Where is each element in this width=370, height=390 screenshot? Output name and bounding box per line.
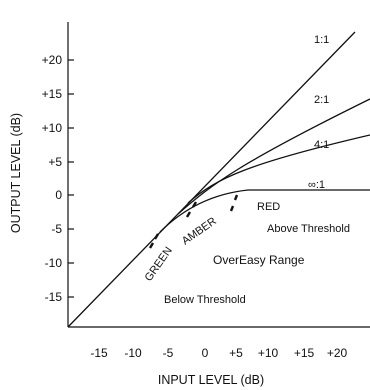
y-tick-label: +10 <box>42 121 63 135</box>
threshold-mark <box>233 194 239 201</box>
curve-1to1 <box>67 31 356 328</box>
x-axis-title: INPUT LEVEL (dB) <box>158 373 264 387</box>
curve-infinity <box>159 189 370 233</box>
overeasy-range-label: OverEasy Range <box>213 253 305 267</box>
threshold-mark <box>229 205 235 212</box>
ratio-label: 1:1 <box>314 34 329 46</box>
y-axis-title: OUTPUT LEVEL (dB) <box>9 113 23 233</box>
x-tick-label: -5 <box>163 346 174 360</box>
ratio-label: ∞:1 <box>308 179 325 191</box>
y-tick-label: +15 <box>42 87 63 101</box>
threshold-mark <box>153 233 160 240</box>
y-tick-label: -15 <box>45 290 63 304</box>
y-ticks <box>68 59 74 298</box>
x-tick-label: +20 <box>327 346 348 360</box>
y-tick-label: -5 <box>51 222 62 236</box>
curve-2to1 <box>177 98 370 215</box>
x-tick-label: 0 <box>202 346 209 360</box>
below-threshold-label: Below Threshold <box>164 294 246 306</box>
y-tick-label: -10 <box>45 256 63 270</box>
x-tick-label: +10 <box>258 346 279 360</box>
threshold-mark <box>191 201 198 208</box>
y-tick-label: +20 <box>42 53 63 67</box>
zone-green-label: GREEN <box>143 245 175 284</box>
curve-4to1 <box>187 134 370 204</box>
x-tick-label: -15 <box>90 346 108 360</box>
x-tick-label: +5 <box>229 346 243 360</box>
ratio-label: 4:1 <box>314 139 329 151</box>
x-tick-label: +15 <box>294 346 315 360</box>
x-tick-label: -10 <box>124 346 142 360</box>
threshold-mark <box>148 242 155 249</box>
above-threshold-label: Above Threshold <box>267 223 350 235</box>
zone-red-label: RED <box>257 201 280 213</box>
y-tick-label: 0 <box>55 188 62 202</box>
y-tick-label: +5 <box>48 155 62 169</box>
threshold-mark <box>185 211 192 218</box>
zone-amber-label: AMBER <box>180 215 219 247</box>
ratio-label: 2:1 <box>314 94 329 106</box>
